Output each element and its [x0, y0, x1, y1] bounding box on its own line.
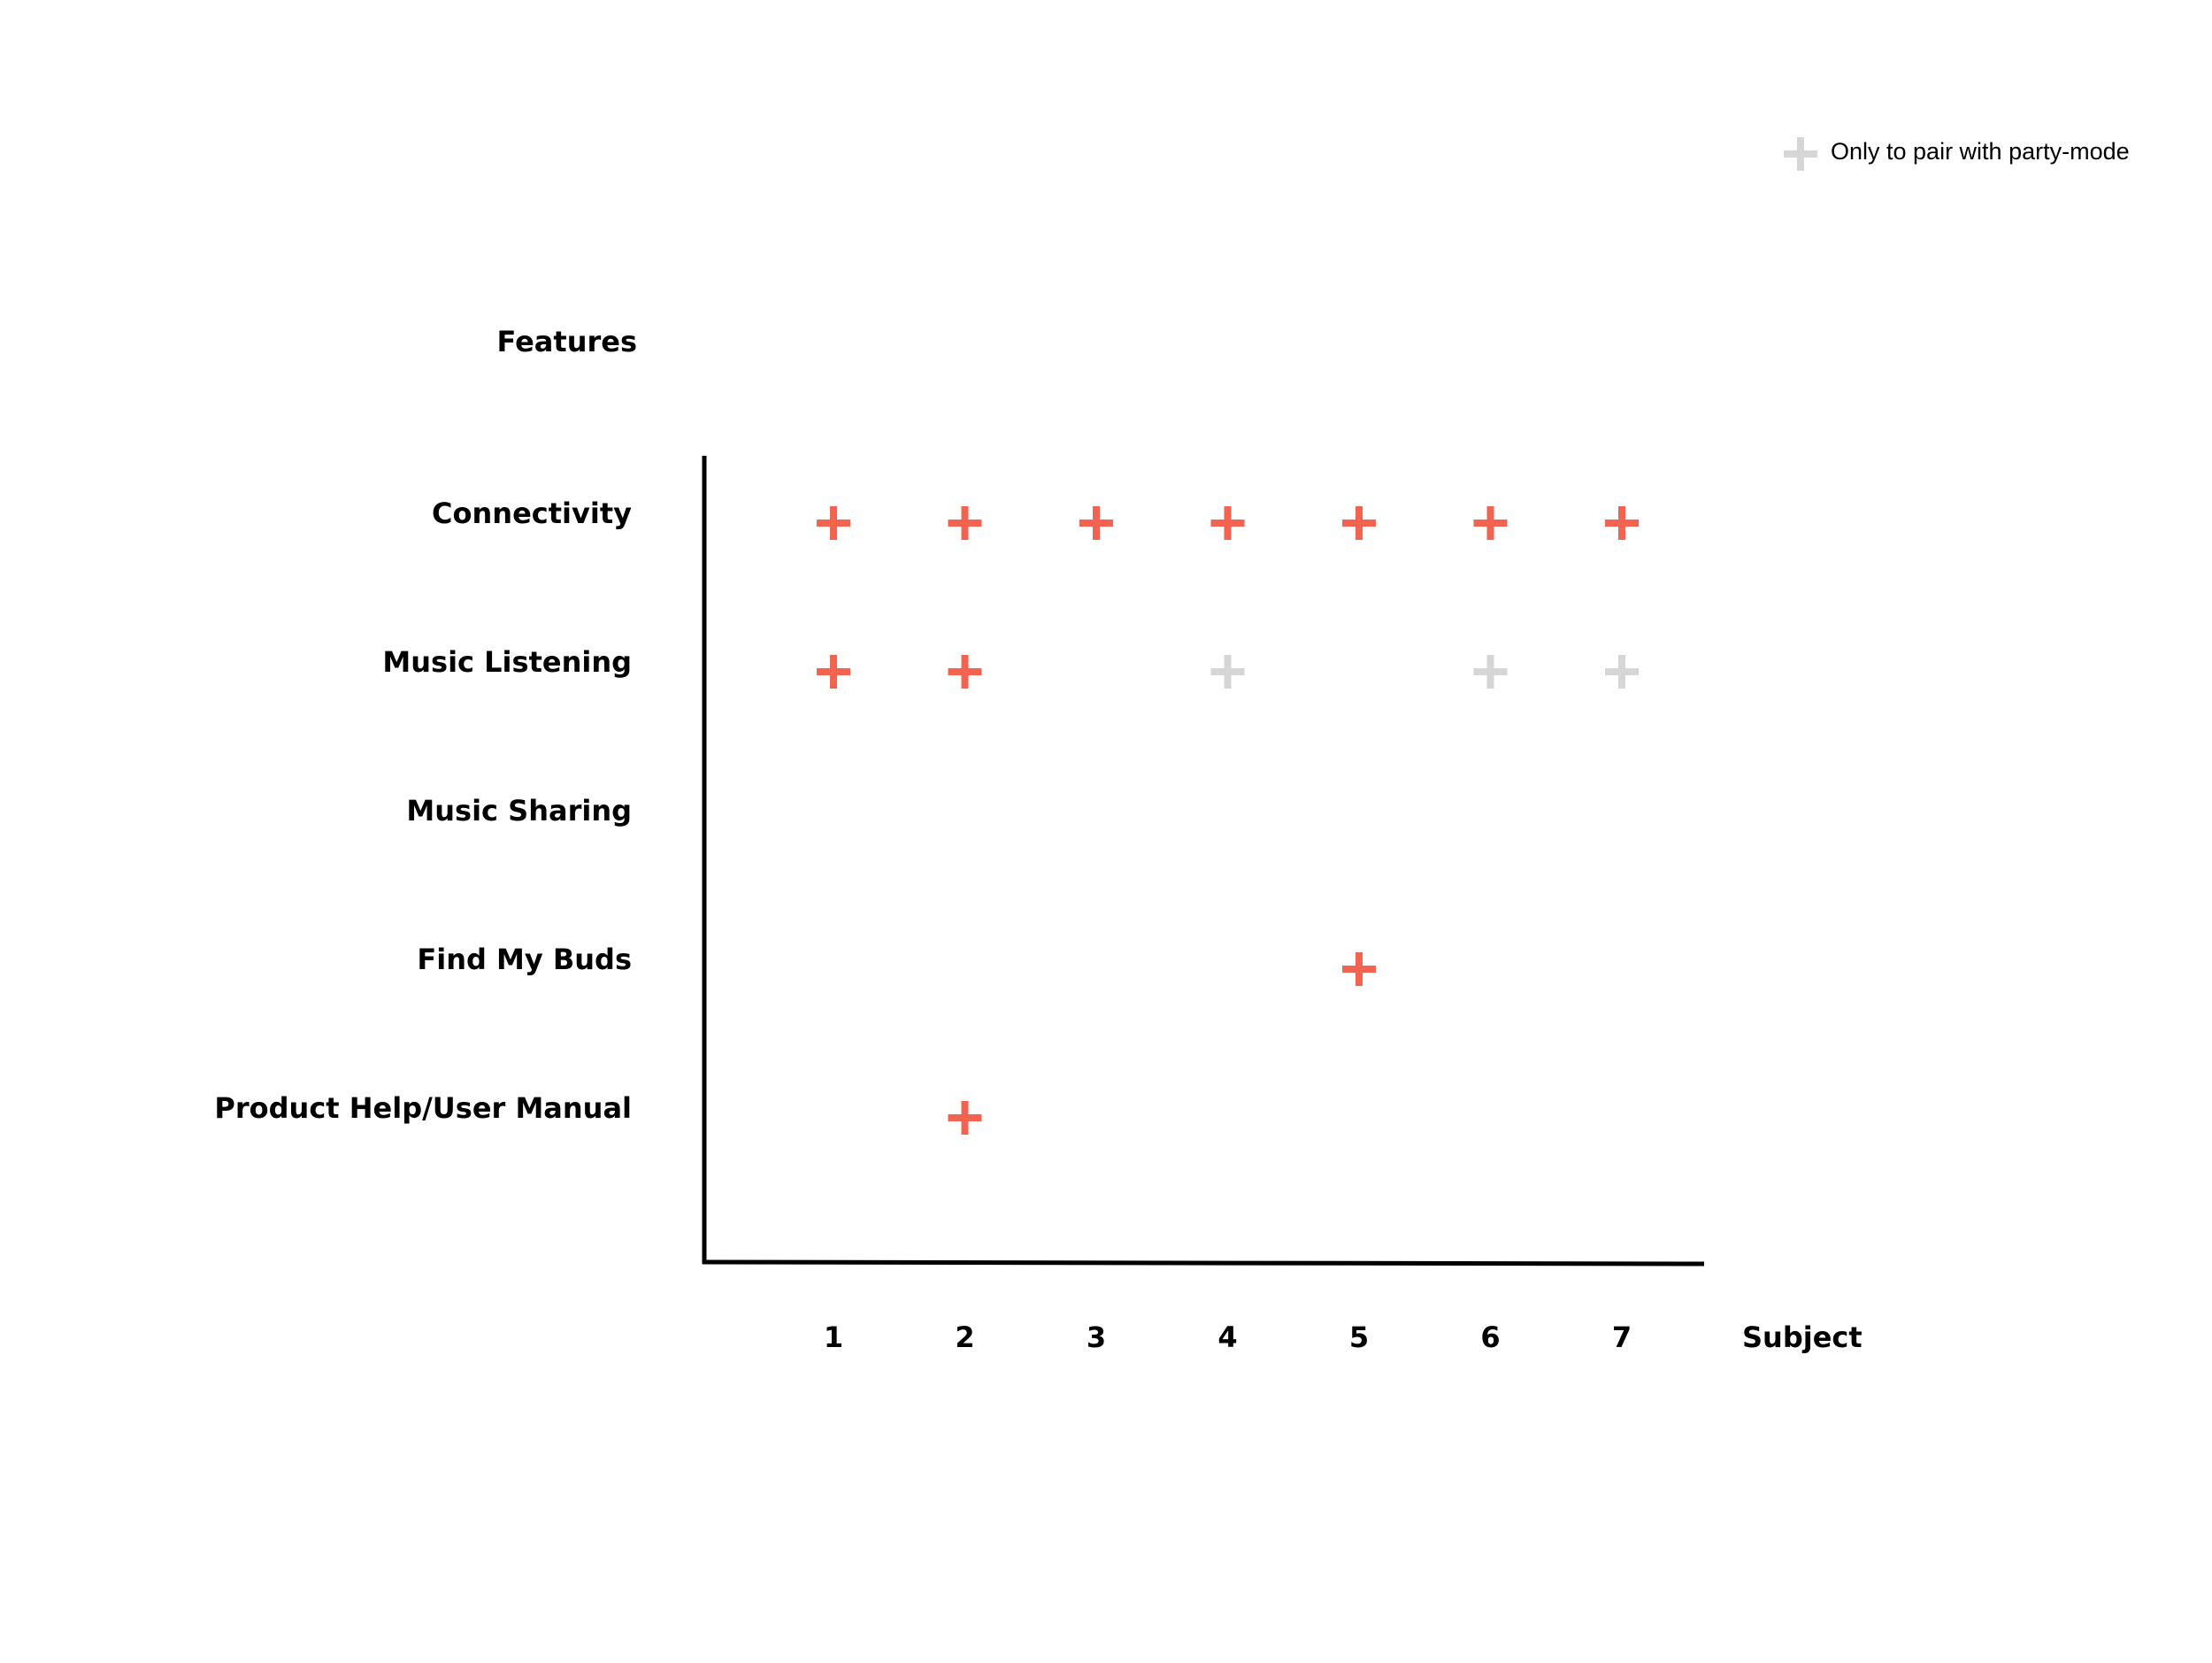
row-label: Music Listening [382, 645, 632, 679]
column-label: 2 [955, 1320, 974, 1354]
cell-mark [817, 655, 850, 689]
row-label: Music Sharing [406, 794, 632, 828]
cell-mark [1210, 655, 1245, 689]
y-axis-title: Features [497, 325, 637, 358]
cell-mark [1605, 506, 1639, 540]
cell-mark [948, 1101, 982, 1135]
cell-mark [1342, 506, 1376, 540]
cell-mark [817, 506, 850, 540]
column-label: 1 [824, 1320, 843, 1354]
column-label: 3 [1087, 1320, 1106, 1354]
row-label: Product Help/User Manual [214, 1091, 632, 1125]
cell-mark [1473, 655, 1508, 689]
cell-mark [948, 506, 982, 540]
x-axis-title: Subject [1742, 1320, 1863, 1354]
column-label: 4 [1217, 1320, 1237, 1354]
row-label: Find My Buds [417, 943, 632, 976]
x-axis [702, 1259, 1705, 1266]
cell-mark [1342, 952, 1376, 986]
cell-mark [1210, 506, 1245, 540]
cell-mark [948, 655, 982, 689]
legend-marker [1784, 137, 1817, 171]
cell-mark [1605, 655, 1639, 689]
cell-mark [1473, 506, 1508, 540]
legend-label: Only to pair with party-mode [1831, 138, 2130, 165]
cell-mark [1079, 506, 1113, 540]
row-label: Connectivity [432, 497, 632, 530]
column-label: 5 [1349, 1320, 1369, 1354]
column-label: 7 [1612, 1320, 1632, 1354]
column-label: 6 [1480, 1320, 1500, 1354]
